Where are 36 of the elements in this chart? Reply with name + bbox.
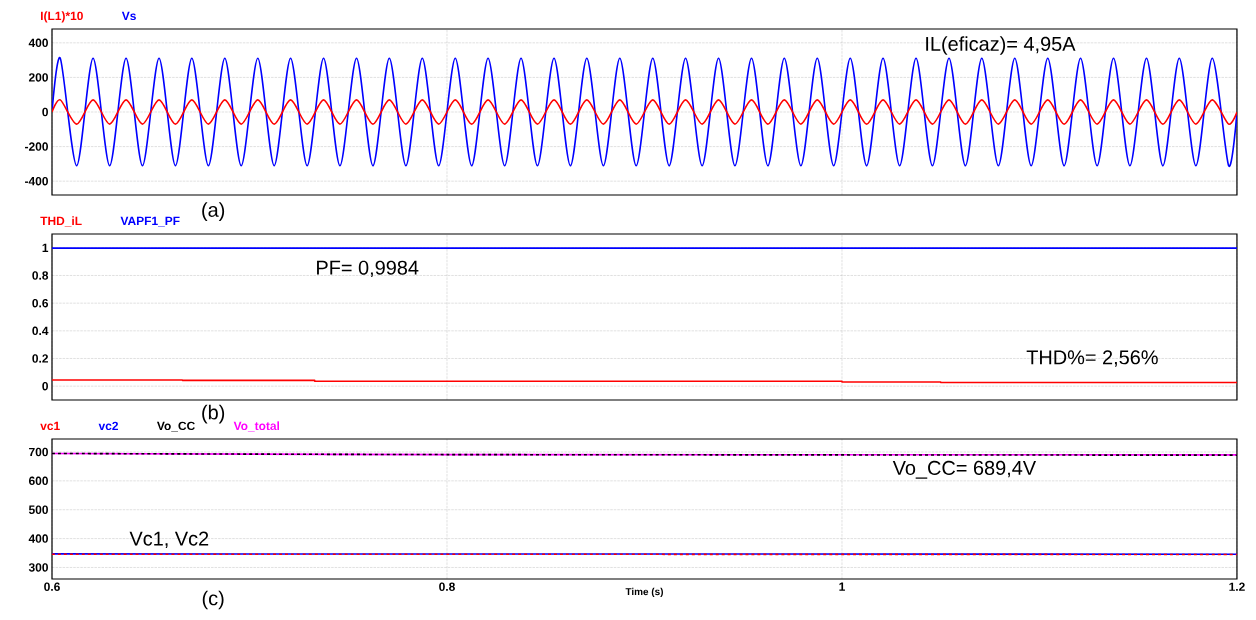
text: (a) [202,202,225,221]
series-label: Vo_total [233,421,280,432]
text: Vs [121,11,136,21]
text: THD_iL [40,216,82,227]
y-tick-label: 0.2 [32,354,48,363]
annotation: IL(eficaz)= 4,95A [926,36,1076,55]
x-tick-label: 1 [839,582,845,591]
x-axis-title: Time (s) [625,587,663,598]
text: I(L1)*10 [41,11,83,23]
y-tick-label: 0.4 [32,326,49,336]
annotation: Vo_CC= 689,4V [892,460,1037,479]
y-tick-label: 300 [28,563,48,572]
y-tick-label: 200 [28,73,48,82]
series-label: Vo_CC [156,421,195,432]
text: (c) [202,590,224,610]
text: (b) [202,404,225,424]
y-tick-label: 400 [28,534,48,543]
annotation: PF= 0,9984 [317,260,419,278]
y-tick-label: 400 [28,38,48,48]
annotation: THD%= 2,56% [1026,350,1158,367]
y-tick-label: 0.8 [32,271,49,280]
x-tick-label: 0.8 [439,582,455,591]
text: vc2 [98,421,119,431]
y-tick-label: 500 [28,505,48,514]
y-tick-label: 0.6 [32,298,49,308]
annotation: Vc1, Vc2 [129,531,209,549]
y-tick-label: -400 [25,176,48,186]
series-label: VAPF1_PF [120,216,180,227]
y-tick-label: 1 [42,243,49,252]
y-tick-label: 0 [42,381,48,391]
y-tick-label: 600 [28,476,48,486]
y-tick-label: -200 [25,142,48,151]
y-tick-label: 700 [29,447,48,457]
text: vc1 [40,421,60,431]
y-tick-label: 0 [42,107,48,117]
x-tick-label: 1.2 [1229,582,1245,591]
